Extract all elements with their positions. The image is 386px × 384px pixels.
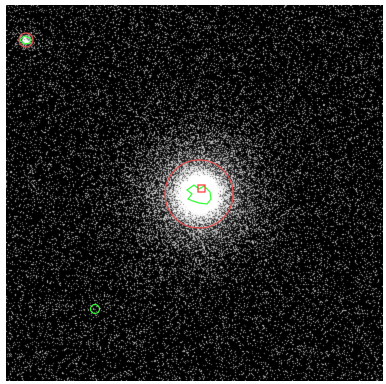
central-source-marker[interactable] xyxy=(197,184,206,193)
top-left-source-contour xyxy=(19,35,31,45)
sky-image[interactable] xyxy=(6,5,383,381)
central-source-contour xyxy=(186,184,212,205)
top-left-source-region-circle[interactable] xyxy=(18,32,34,48)
sky-image-panel[interactable] xyxy=(6,5,383,381)
lower-left-source-contour[interactable] xyxy=(89,303,101,315)
region-overlay xyxy=(18,32,234,315)
central-source-region-circle[interactable] xyxy=(164,159,234,229)
